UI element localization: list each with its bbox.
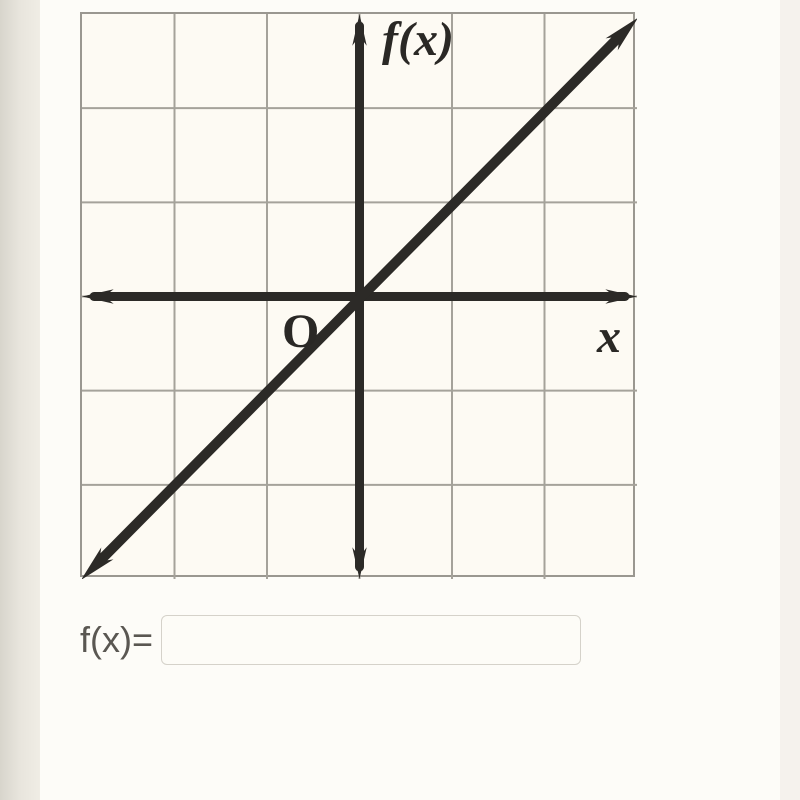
coordinate-graph: f(x) x O: [80, 12, 635, 577]
graph-svg: [82, 14, 637, 579]
answer-row: f(x)=: [80, 615, 581, 665]
answer-input[interactable]: [161, 615, 581, 665]
page-left-edge: [0, 0, 40, 800]
answer-label: f(x)=: [80, 619, 153, 661]
